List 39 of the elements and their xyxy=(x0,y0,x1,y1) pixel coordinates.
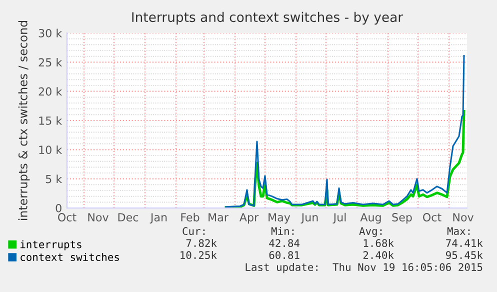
x-tick-label: Nov xyxy=(453,213,474,222)
text: 7.82k xyxy=(186,238,217,248)
text: Avg: xyxy=(359,227,382,238)
x-tick-label: Oct xyxy=(423,213,442,222)
text: 60.81 xyxy=(269,251,300,260)
text: 2.40k xyxy=(363,250,394,260)
x-tick-label: Jul xyxy=(332,212,346,224)
x-tick-label: Jan xyxy=(150,213,167,224)
x-tick-label: Mar xyxy=(208,213,228,222)
x-tick-label: Oct xyxy=(58,213,76,222)
y-tick-label: 0 xyxy=(56,204,62,212)
text: 10.25k xyxy=(180,250,217,260)
y-tick-label: 25 k xyxy=(38,58,62,67)
text: 1.68k xyxy=(364,238,394,248)
text: 95.45k xyxy=(446,250,483,260)
y-tick-label: 10 k xyxy=(39,145,62,154)
x-tick-label: Dec xyxy=(118,213,138,222)
text: Max: xyxy=(447,227,470,236)
y-tick-label: 20 k xyxy=(38,87,62,96)
x-tick-label: Aug xyxy=(360,213,381,224)
x-tick-label: May xyxy=(268,213,290,224)
text: Cur: xyxy=(182,227,205,236)
text: Last update: Thu Nov 19 16:05:06 2015 xyxy=(246,262,482,274)
text: 42.84 xyxy=(269,239,300,248)
y-tick-label: 15 k xyxy=(39,116,62,125)
line-series xyxy=(225,54,465,208)
x-tick-label: Jun xyxy=(300,213,318,224)
y-tick-label: 5 k xyxy=(46,174,62,184)
y-axis-title: interrupts & ctx switches / second xyxy=(18,20,30,220)
y-tick-label: 30 k xyxy=(38,28,62,38)
legend-label: interrupts xyxy=(20,240,82,250)
x-tick-label: Nov xyxy=(88,213,109,222)
x-tick-label: Apr xyxy=(239,213,259,224)
chart-title: Interrupts and context switches - by year xyxy=(132,12,404,25)
text: Min: xyxy=(271,226,294,235)
text: 74.41k xyxy=(446,238,483,247)
x-tick-label: Sep xyxy=(392,213,412,224)
legend-label: context switches xyxy=(20,252,119,262)
x-tick-label: Feb xyxy=(181,212,200,222)
